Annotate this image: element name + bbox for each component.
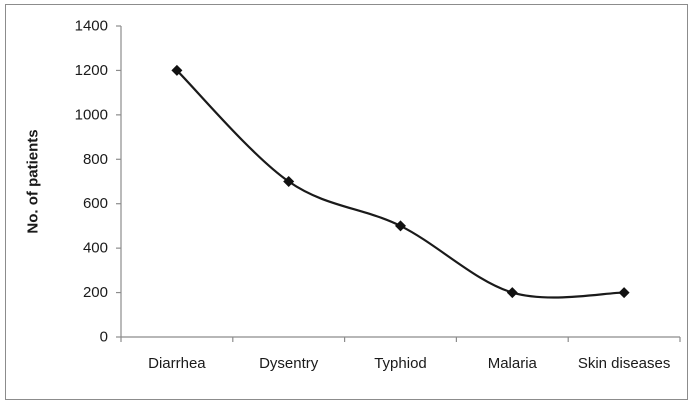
x-tick-label: Diarrhea [148,355,206,372]
data-point-diarrhea [171,64,183,76]
y-tick-label: 200 [83,284,108,301]
data-point-dysentry [283,176,295,187]
x-tick-label: Malaria [488,355,538,372]
y-axis-label: No. of patients [25,129,42,233]
data-point-skin-diseases [618,287,630,299]
data-point-malaria [506,287,518,299]
series-group [171,64,630,299]
x-axis: Diarrhea Dysentry Typhiod Malaria Skin disea… [120,336,681,372]
y-tick-label: 0 [100,329,108,346]
y-tick-label: 1400 [75,18,108,35]
x-tick-label: Skin diseases [578,355,671,372]
y-axis: 0 200 400 600 800 1000 1200 1400 [75,18,122,346]
y-tick-label: 1000 [75,106,108,123]
x-tick-label: Typhiod [374,355,427,372]
data-point-typhiod [395,220,406,232]
x-tick-label: Dysentry [259,355,319,372]
y-tick-label: 1200 [75,62,108,79]
series-line [176,69,625,299]
y-tick-label: 800 [83,151,108,168]
y-tick-label: 400 [83,240,108,257]
y-tick-label: 600 [83,195,108,212]
